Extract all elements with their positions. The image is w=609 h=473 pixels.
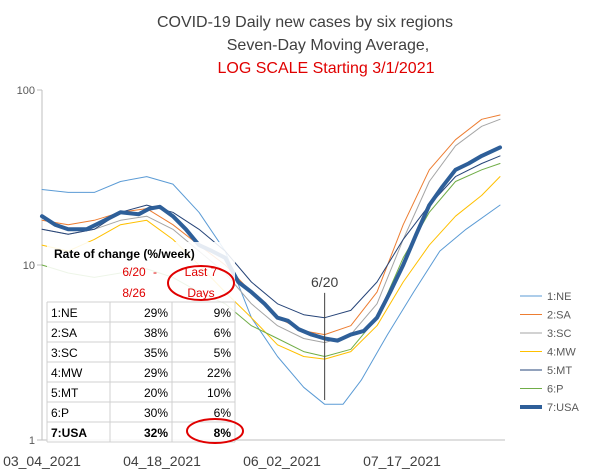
- title-line-1: COVID-19 Daily new cases by six regions: [157, 14, 453, 31]
- series-line-3-sc: [41, 118, 501, 344]
- table-rows: 1:NE 29% 9% 2:SA 38% 6% 3:SC 35% 5% 4:MW 29% 22% 5:M…: [47, 306, 235, 440]
- annotation-6-20: 6/20: [311, 274, 338, 400]
- legend-label: 3:SC: [547, 328, 572, 340]
- series-line-7-usa: [40, 145, 502, 343]
- table-cell-since: 32%: [144, 426, 168, 440]
- legend-label: 6:P: [547, 384, 564, 396]
- table-cell-since: 29%: [144, 366, 168, 380]
- title-line-2: Seven-Day Moving Average,: [227, 37, 429, 54]
- legend-label: 5:MT: [547, 365, 572, 377]
- table-cell-last7: 9%: [214, 306, 232, 320]
- y-tick-label-10: 10: [23, 260, 35, 272]
- usa-last7-highlight: [186, 418, 244, 444]
- col1-header-sep: -: [153, 265, 157, 279]
- table-cell-since: 35%: [144, 346, 168, 360]
- table-cell-since: 20%: [144, 386, 168, 400]
- table-cell-region: 7:USA: [51, 426, 87, 440]
- table-cell-last7: 8%: [214, 426, 232, 440]
- chart-title: COVID-19 Daily new cases by six regions …: [157, 14, 453, 77]
- legend-label: 2:SA: [547, 310, 572, 322]
- series-line-1-ne: [41, 176, 501, 405]
- col2-header-highlight: [167, 265, 235, 301]
- annotation-label: 6/20: [311, 274, 338, 290]
- col2-header-bottom: Days: [187, 286, 214, 300]
- table-cell-last7: 6%: [214, 406, 232, 420]
- table-cell-last7: 5%: [214, 346, 232, 360]
- series-line-4-mw: [41, 176, 501, 360]
- legend-label: 4:MW: [547, 347, 576, 359]
- rate-table-title: Rate of change (%/week): [54, 247, 195, 261]
- col2-header-top: Last 7: [185, 265, 218, 279]
- legend-label: 7:USA: [547, 402, 579, 414]
- table-cell-last7: 6%: [214, 326, 232, 340]
- col1-header-top: 6/20: [122, 265, 146, 279]
- x-tick-label-2: 04_18_2021: [123, 453, 201, 469]
- y-tick-label-100: 100: [17, 85, 35, 97]
- series-layer: [40, 114, 502, 405]
- table-cell-region: 3:SC: [51, 346, 78, 360]
- table-cell-since: 38%: [144, 326, 168, 340]
- table-cell-region: 6:P: [51, 406, 69, 420]
- table-cell-since: 29%: [144, 306, 168, 320]
- x-tick-label-3: 06_02_2021: [243, 453, 321, 469]
- table-cell-last7: 22%: [207, 366, 231, 380]
- x-tick-label-4: 07_17_2021: [363, 453, 441, 469]
- legend: 1:NE 2:SA 3:SC 4:MW 5:MT 6:P 7:USA: [520, 291, 579, 414]
- table-cell-region: 4:MW: [51, 366, 83, 380]
- axes: 100 10 1 03_04_2021 04_18_2021 06_02_202…: [3, 85, 505, 469]
- rate-table: Rate of change (%/week) 6/20 - 8/26 Last…: [46, 242, 244, 444]
- col1-header-bottom: 8/26: [122, 286, 146, 300]
- legend-label: 1:NE: [547, 291, 571, 303]
- x-tick-label-1: 03_04_2021: [3, 453, 81, 469]
- table-cell-since: 30%: [144, 406, 168, 420]
- table-cell-region: 5:MT: [51, 386, 79, 400]
- table-cell-last7: 10%: [207, 386, 231, 400]
- y-tick-label-1: 1: [29, 435, 35, 447]
- table-cell-region: 1:NE: [51, 306, 78, 320]
- table-cell-region: 2:SA: [51, 326, 77, 340]
- title-line-3: LOG SCALE Starting 3/1/2021: [217, 60, 434, 77]
